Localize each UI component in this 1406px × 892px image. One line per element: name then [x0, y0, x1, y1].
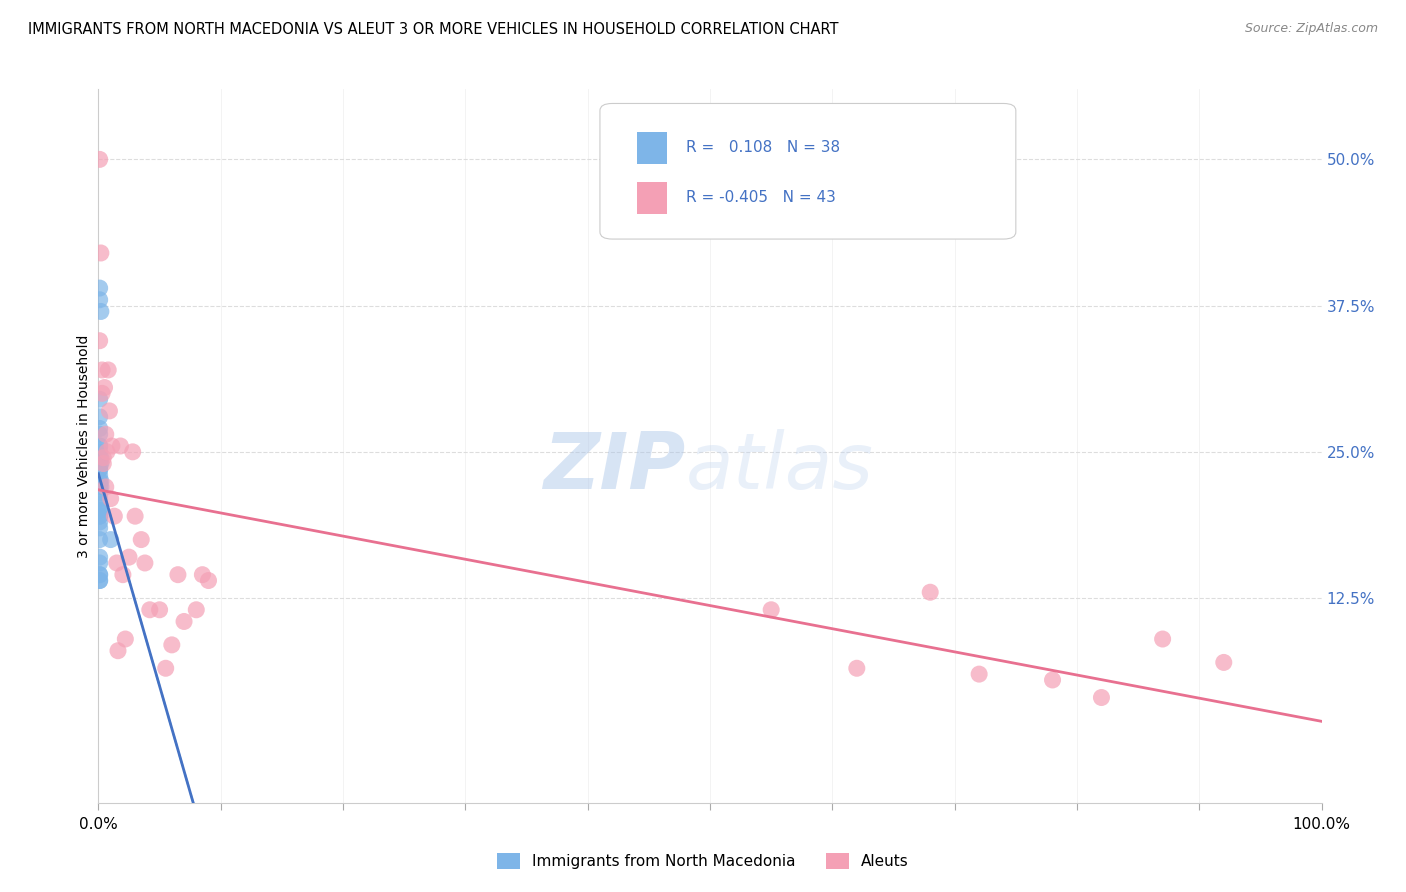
Legend: Immigrants from North Macedonia, Aleuts: Immigrants from North Macedonia, Aleuts	[491, 847, 915, 875]
Point	[89, 574, 111, 588]
Point	[89, 556, 111, 570]
Text: ZIP: ZIP	[543, 429, 686, 506]
Point	[101, 439, 124, 453]
Point	[111, 567, 134, 582]
Point	[90, 480, 112, 494]
Point	[134, 556, 156, 570]
Point	[107, 644, 129, 658]
Point	[89, 293, 111, 307]
Point	[1090, 690, 1112, 705]
Point	[160, 638, 183, 652]
Point	[89, 503, 111, 517]
FancyBboxPatch shape	[600, 103, 1015, 239]
Point	[89, 462, 111, 476]
Point	[89, 515, 111, 529]
Point	[167, 567, 190, 582]
Point	[100, 491, 122, 506]
Point	[100, 533, 122, 547]
Point	[94, 480, 117, 494]
Point	[89, 567, 111, 582]
Point	[89, 334, 111, 348]
Point	[118, 550, 141, 565]
Point	[90, 450, 112, 465]
Bar	[637, 182, 668, 214]
Y-axis label: 3 or more Vehicles in Household: 3 or more Vehicles in Household	[77, 334, 91, 558]
Point	[191, 567, 214, 582]
Text: R =   0.108   N = 38: R = 0.108 N = 38	[686, 140, 839, 155]
Point	[89, 392, 111, 407]
Text: atlas: atlas	[686, 429, 873, 506]
Point	[197, 574, 219, 588]
Point	[1212, 656, 1234, 670]
Point	[89, 491, 111, 506]
Point	[98, 404, 121, 418]
Point	[173, 615, 195, 629]
Point	[89, 457, 111, 471]
Point	[89, 450, 111, 465]
Point	[89, 485, 111, 500]
Point	[89, 281, 111, 295]
Point	[89, 521, 111, 535]
Point	[90, 474, 112, 488]
Point	[121, 445, 143, 459]
Point	[89, 439, 111, 453]
Point	[89, 153, 111, 167]
Point	[103, 509, 125, 524]
Point	[97, 363, 120, 377]
Point	[89, 439, 111, 453]
Bar	[637, 132, 668, 164]
Point	[89, 509, 111, 524]
Point	[149, 603, 172, 617]
Point	[967, 667, 990, 681]
Point	[90, 457, 112, 471]
Point	[90, 246, 112, 260]
Point	[89, 503, 111, 517]
Point	[89, 468, 111, 483]
Point	[89, 567, 111, 582]
Point	[89, 462, 111, 476]
Point	[89, 498, 111, 512]
Point	[89, 574, 111, 588]
Point	[91, 386, 114, 401]
Point	[89, 550, 111, 565]
Point	[89, 533, 111, 547]
Point	[91, 457, 114, 471]
Point	[186, 603, 208, 617]
Point	[114, 632, 136, 646]
Point	[129, 533, 152, 547]
Point	[89, 409, 111, 424]
Point	[89, 509, 111, 524]
Point	[89, 445, 111, 459]
Point	[90, 304, 112, 318]
Point	[110, 439, 132, 453]
Point	[89, 474, 111, 488]
Point	[139, 603, 162, 617]
Point	[155, 661, 177, 675]
Point	[105, 556, 128, 570]
Point	[91, 450, 114, 465]
Point	[920, 585, 942, 599]
Point	[93, 380, 115, 394]
Point	[89, 427, 111, 442]
Point	[845, 661, 868, 675]
Point	[1152, 632, 1174, 646]
Point	[89, 480, 111, 494]
Point	[94, 427, 117, 442]
Point	[761, 603, 783, 617]
Text: R = -0.405   N = 43: R = -0.405 N = 43	[686, 190, 835, 205]
Point	[96, 445, 118, 459]
Point	[91, 363, 114, 377]
Point	[124, 509, 146, 524]
Text: IMMIGRANTS FROM NORTH MACEDONIA VS ALEUT 3 OR MORE VEHICLES IN HOUSEHOLD CORRELA: IMMIGRANTS FROM NORTH MACEDONIA VS ALEUT…	[28, 22, 838, 37]
Point	[89, 421, 111, 435]
Point	[1042, 673, 1064, 687]
Text: Source: ZipAtlas.com: Source: ZipAtlas.com	[1244, 22, 1378, 36]
